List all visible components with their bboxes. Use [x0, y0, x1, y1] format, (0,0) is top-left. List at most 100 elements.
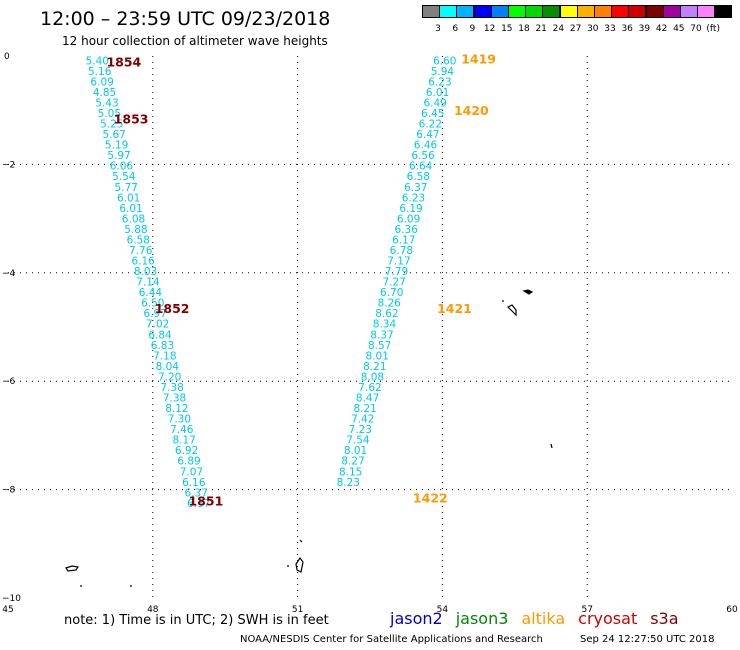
swh-value: 8.15	[339, 466, 362, 478]
swh-value: 7.02	[146, 319, 169, 331]
swh-value: 7.30	[168, 414, 191, 426]
swh-value: 7.46	[170, 424, 194, 436]
pass-label: 1419	[461, 52, 496, 67]
y-tick-label: −10	[2, 594, 21, 604]
islands	[65, 289, 553, 587]
swh-value: 8.01	[366, 350, 389, 362]
y-tick-label: −4	[2, 269, 16, 279]
satellite-legend: jason2 jason3 altika cryosat s3a	[390, 609, 692, 628]
scale-label: 3	[435, 24, 441, 34]
island-8	[506, 304, 517, 317]
swh-value: 7.14	[136, 277, 160, 289]
x-tick-label: 51	[292, 605, 303, 615]
x-tick-label: 60	[726, 605, 738, 615]
satellite-jason3: jason3	[455, 609, 509, 628]
swh-value: 8.03	[134, 266, 157, 278]
swh-value: 6.36	[395, 224, 419, 236]
island-4	[299, 539, 303, 543]
swh-value: 8.08	[361, 371, 384, 383]
timestamp-text: Sep 24 12:27:50 UTC 2018	[580, 634, 715, 645]
swh-value: 6.45	[421, 108, 444, 120]
swh-value: 6.92	[175, 445, 198, 457]
swh-value: 6.64	[409, 161, 433, 173]
swh-value: 6.16	[131, 256, 155, 268]
swh-value: 7.18	[153, 350, 176, 362]
scale-label: 6	[452, 24, 459, 34]
swh-value: 8.12	[165, 403, 188, 415]
swh-value: 7.79	[385, 266, 408, 278]
swh-value: 7.76	[129, 245, 153, 257]
swh-value: 6.84	[148, 329, 172, 341]
satellite-altika: altika	[521, 609, 566, 628]
scale-label: 15	[501, 24, 513, 34]
swh-value: 6.58	[407, 171, 430, 183]
swh-value: 6.06	[110, 161, 134, 173]
swh-value: 8.34	[373, 319, 397, 331]
swh-value: 8.26	[378, 298, 402, 310]
swh-value: 4.85	[93, 87, 116, 99]
swh-value: 6.01	[426, 87, 449, 99]
scale-label: 30	[587, 24, 599, 34]
swh-value: 6.16	[182, 477, 206, 489]
swh-value: 7.07	[180, 466, 203, 478]
swh-value: 6.01	[117, 192, 140, 204]
scale-label: 33	[604, 24, 616, 34]
scale-label: 39	[638, 24, 651, 34]
swh-value: 6.23	[428, 76, 451, 88]
swh-value: 6.58	[127, 234, 150, 246]
x-tick-label: 45	[2, 605, 13, 615]
swh-value: 8.01	[344, 445, 367, 457]
pass-label: 1421	[437, 301, 472, 316]
scale-swatch	[714, 5, 733, 18]
swh-value: 7.17	[387, 256, 410, 268]
y-tick-label: −6	[2, 377, 16, 387]
swh-value: 5.19	[105, 140, 128, 152]
swh-value: 6.50	[141, 298, 164, 310]
island-5	[295, 556, 304, 573]
pass-label: 1420	[454, 103, 489, 118]
swh-value: 5.88	[124, 224, 147, 236]
scale-label: 24	[552, 24, 565, 34]
swh-value: 6.97	[144, 308, 167, 320]
swh-value: 6.44	[139, 287, 163, 299]
swh-value: 5.25	[100, 119, 123, 131]
footer-note: note: 1) Time is in UTC; 2) SWH is in fe…	[64, 613, 329, 628]
swh-value: 7.23	[349, 424, 372, 436]
scale-label: 27	[569, 24, 582, 34]
satellite-s3a: s3a	[650, 609, 679, 628]
pass-label: 1853	[114, 111, 149, 126]
swh-value: 6.08	[122, 213, 145, 225]
scale-label: (ft)	[706, 24, 720, 34]
scale-label: 45	[673, 24, 685, 34]
x-tick-label: 54	[437, 605, 449, 615]
swh-value: 6.22	[419, 119, 442, 131]
swh-value: 6.19	[399, 203, 422, 215]
swh-value: 7.38	[163, 393, 186, 405]
scale-label: 18	[518, 24, 530, 34]
scale-label: 70	[690, 24, 702, 34]
swh-value: 8.17	[172, 435, 195, 447]
swh-value: 5.94	[431, 66, 455, 78]
swh-value: 5.67	[102, 129, 125, 141]
island-1	[65, 565, 80, 572]
swh-value: 6.01	[119, 203, 142, 215]
x-tick-label: 48	[147, 605, 159, 615]
swh-value: 6.70	[380, 287, 403, 299]
swh-value: 7.42	[351, 414, 374, 426]
satellite-cryosat: cryosat	[578, 609, 638, 628]
swh-value: 8.37	[370, 329, 393, 341]
swh-value: 5.54	[112, 171, 136, 183]
swh-value: 8.47	[356, 393, 379, 405]
scale-label: 9	[469, 24, 476, 34]
swh-value: 8.23	[337, 477, 360, 489]
swh-value: 6.78	[390, 245, 413, 257]
pass-label: 1852	[155, 301, 190, 316]
pass-label: 1851	[188, 493, 223, 508]
scale-label: 12	[483, 24, 496, 34]
map-axes: 45 48 51 54 57 60 0 −2 −4 −6 −8 −10	[2, 52, 738, 615]
swh-value: 6.60	[433, 55, 456, 67]
swh-value: 6.17	[392, 234, 415, 246]
swh-value: 8.21	[363, 361, 386, 373]
swh-value: 6.37	[404, 182, 427, 194]
satellite-jason2: jason2	[390, 609, 443, 628]
